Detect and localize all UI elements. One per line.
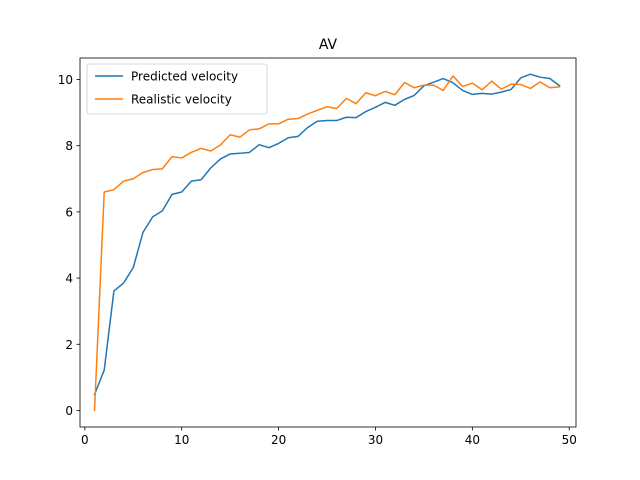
x-tick-label: 20 <box>271 433 286 447</box>
x-tick-label: 30 <box>368 433 383 447</box>
x-tick-label: 0 <box>81 433 89 447</box>
x-tick-label: 10 <box>174 433 189 447</box>
y-tick-label: 6 <box>65 205 73 219</box>
chart-title: AV <box>319 37 338 53</box>
legend-box <box>86 63 268 115</box>
legend-label-2: Realistic velocity <box>131 93 232 107</box>
x-tick-label: 50 <box>562 433 577 447</box>
axes-frame <box>79 57 577 428</box>
plot-area <box>93 73 561 412</box>
y-tick-label: 0 <box>65 404 73 418</box>
y-tick-label: 8 <box>65 139 73 153</box>
y-tick-label: 10 <box>58 73 73 87</box>
legend-label-1: Predicted velocity <box>131 70 238 84</box>
axes: 0 10 20 30 40 50 0 2 4 6 8 10 <box>58 57 577 447</box>
y-tick-label: 4 <box>65 272 73 286</box>
series-line-2 <box>93 75 561 412</box>
series-line-1 <box>93 73 561 396</box>
y-tick-label: 2 <box>65 338 73 352</box>
legend: Predicted velocity Realistic velocity <box>86 63 268 115</box>
x-tick-label: 40 <box>465 433 480 447</box>
